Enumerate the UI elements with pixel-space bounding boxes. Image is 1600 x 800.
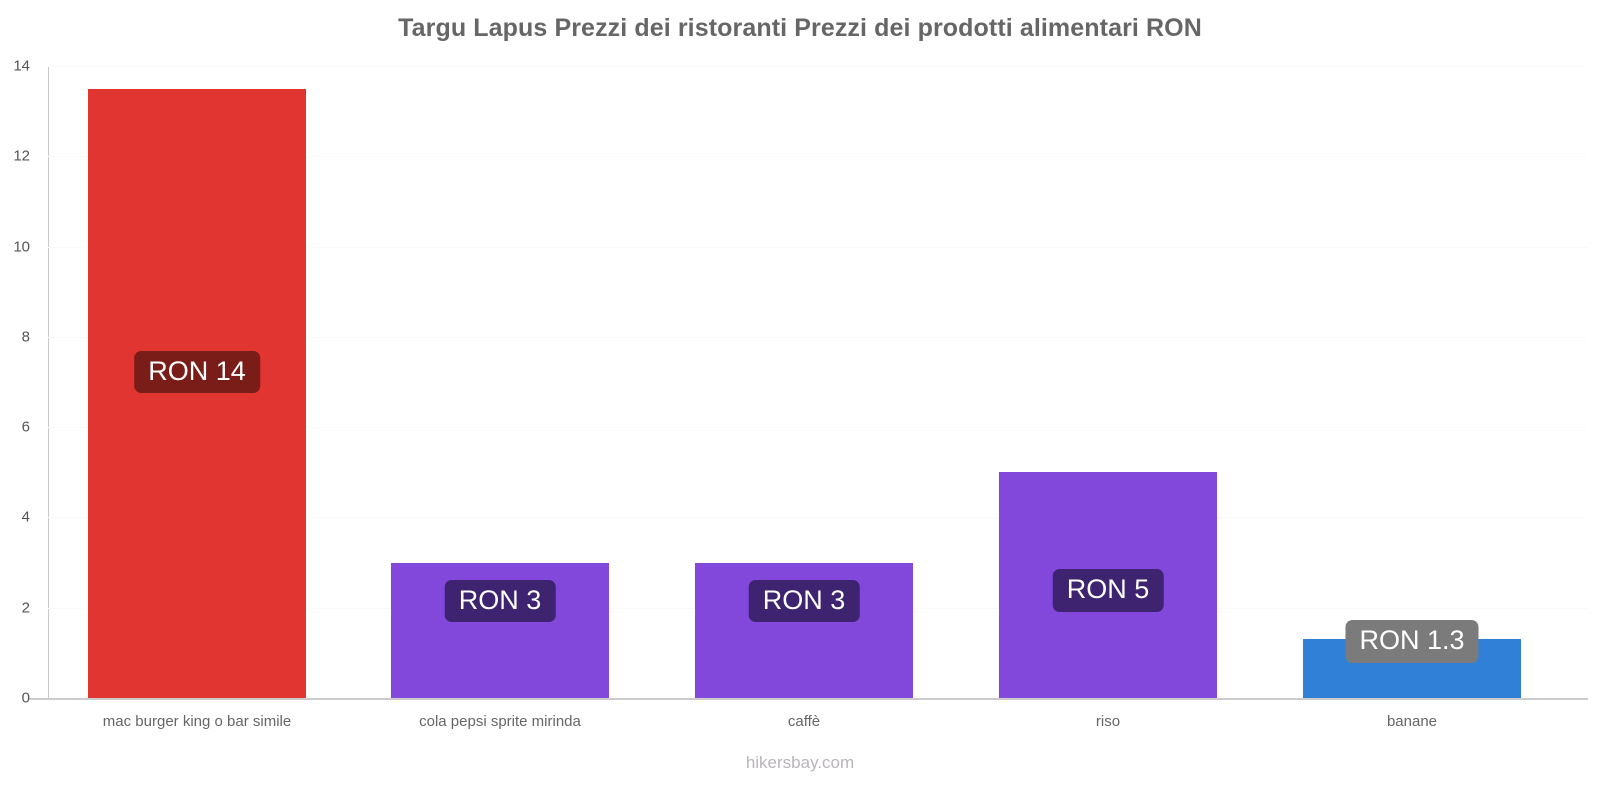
y-axis-tick-label: 2 xyxy=(21,599,30,617)
bar-value-label: RON 3 xyxy=(748,579,860,622)
y-axis-tick-labels: 0 2 4 6 8 10 12 14 xyxy=(13,58,1588,707)
gridline xyxy=(48,427,1588,429)
bar-value-label: RON 3 xyxy=(444,579,556,622)
bar[interactable] xyxy=(88,88,306,698)
x-axis-category-label: mac burger king o bar simile xyxy=(102,713,292,730)
y-axis-line xyxy=(48,66,49,698)
bar-value-label: RON 1.3 xyxy=(1345,620,1479,663)
x-axis-line xyxy=(28,698,1588,700)
gridline xyxy=(48,246,1588,248)
y-axis-tick-label: 14 xyxy=(13,57,30,75)
gridline xyxy=(48,336,1588,338)
bar-value-label: RON 14 xyxy=(134,350,260,393)
x-axis-category-label: riso xyxy=(1095,713,1121,730)
footer-credit: hikersbay.com xyxy=(745,753,855,772)
bar-value-label: RON 5 xyxy=(1052,569,1164,612)
gridline xyxy=(48,66,1588,67)
y-axis-tick-label: 8 xyxy=(21,328,30,346)
y-axis-tick-label: 4 xyxy=(21,508,30,526)
y-axis-tick-label: 12 xyxy=(13,147,30,165)
gridline xyxy=(48,156,1588,158)
y-axis-tick-label: 0 xyxy=(21,689,30,707)
x-axis-category-label: caffè xyxy=(787,713,821,730)
gridline xyxy=(48,517,1588,519)
y-axis-tick-label: 6 xyxy=(21,418,30,436)
y-axis-tick-label: 10 xyxy=(13,238,30,256)
x-axis-category-label: banane xyxy=(1386,713,1438,730)
x-axis-category-label: cola pepsi sprite mirinda xyxy=(419,713,581,730)
page-title: Targu Lapus Prezzi dei ristoranti Prezzi… xyxy=(398,14,1202,42)
